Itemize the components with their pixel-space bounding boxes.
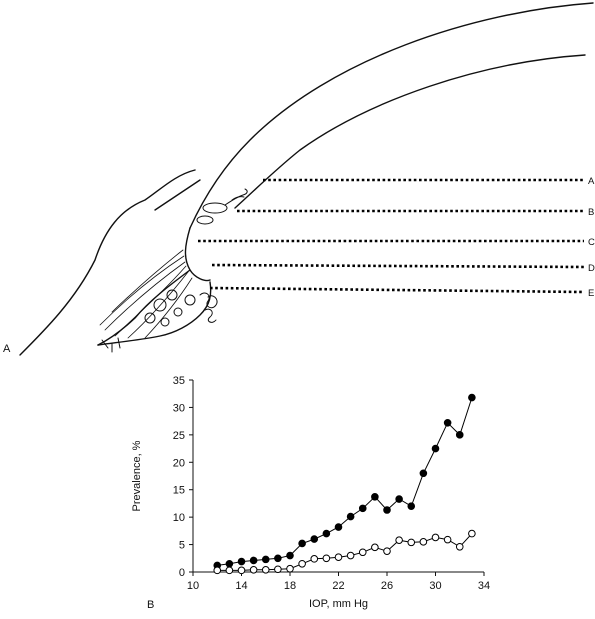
prevalence-chart: 10 14 18 22 26 30 34 0 5 10 15 20 25 30 35 IOP, mm Hg… <box>131 375 490 610</box>
data-point-open <box>274 565 282 574</box>
x-tick-label: 22 <box>332 580 344 592</box>
line-label-d: D <box>588 263 595 274</box>
x-axis-title: IOP, mm Hg <box>309 598 368 610</box>
data-point-open <box>468 529 476 538</box>
data-point-open <box>455 542 464 551</box>
data-point-open <box>322 554 331 563</box>
series-points <box>213 393 476 575</box>
interior-line <box>154 179 201 211</box>
data-point-filled <box>443 418 452 427</box>
data-point-open <box>261 566 270 574</box>
dotted-line-e <box>209 286 585 294</box>
line-labels: A B C D E <box>588 176 595 299</box>
data-point-open <box>358 548 367 557</box>
data-point-filled <box>261 555 270 564</box>
data-point-filled <box>249 556 258 565</box>
muscle-fibres <box>99 249 193 339</box>
ciliary-base <box>97 281 212 346</box>
data-point-filled <box>358 504 367 513</box>
x-tick-label: 10 <box>187 580 199 592</box>
data-point-open <box>237 566 246 575</box>
data-point-open <box>419 538 428 546</box>
anatomy-drawing <box>19 2 594 356</box>
chart-axes <box>192 380 484 573</box>
data-point-open <box>395 536 403 544</box>
ciliary-processes <box>144 289 218 327</box>
series-line-filled <box>217 397 473 566</box>
dotted-line-d <box>211 263 585 269</box>
line-label-b: B <box>588 207 594 218</box>
x-tick-label: 30 <box>429 580 441 592</box>
data-point-filled <box>346 512 355 521</box>
data-point-open <box>334 553 343 561</box>
y-tick-label: 5 <box>179 540 185 552</box>
data-point-filled <box>383 506 391 514</box>
x-axis-ticks: 10 14 18 22 26 30 34 <box>187 572 490 592</box>
iris-edge <box>19 169 196 356</box>
data-point-filled <box>334 523 343 531</box>
ciliary-outline <box>97 269 191 346</box>
data-point-filled <box>371 493 379 501</box>
series-lines <box>217 397 473 571</box>
panel-a-label: A <box>3 343 11 355</box>
data-point-filled <box>225 559 234 568</box>
data-point-filled <box>419 469 428 478</box>
line-label-e: E <box>588 288 594 299</box>
data-point-filled <box>322 529 331 538</box>
data-point-filled <box>237 557 246 566</box>
reference-lines <box>198 178 585 294</box>
data-point-filled <box>395 495 403 503</box>
data-point-open <box>443 535 452 544</box>
y-tick-label: 0 <box>179 567 185 579</box>
x-tick-label: 14 <box>235 580 247 592</box>
y-tick-label: 10 <box>173 512 185 524</box>
data-point-open <box>225 566 234 575</box>
angle-recess <box>184 227 211 282</box>
data-point-filled <box>286 551 294 560</box>
data-point-filled <box>468 393 476 402</box>
x-tick-label: 18 <box>284 580 296 592</box>
y-tick-label: 30 <box>173 402 185 414</box>
data-point-filled <box>310 535 319 543</box>
data-point-filled <box>455 431 464 439</box>
y-tick-label: 20 <box>173 457 185 469</box>
y-axis-title: Prevalence, % <box>131 440 143 511</box>
inner-surface-curve <box>234 54 586 209</box>
y-tick-label: 35 <box>173 375 185 387</box>
trabecular-meshwork <box>196 188 248 225</box>
data-point-filled <box>407 502 416 510</box>
data-point-open <box>431 533 440 542</box>
data-point-filled <box>431 444 440 453</box>
x-tick-label: 34 <box>478 580 490 592</box>
data-point-open <box>371 543 379 552</box>
x-tick-label: 26 <box>381 580 393 592</box>
data-point-open <box>310 555 319 563</box>
data-point-filled <box>298 539 306 548</box>
data-point-open <box>286 564 294 573</box>
data-point-open <box>298 559 306 568</box>
data-point-filled <box>274 554 282 563</box>
base-ticks <box>101 337 121 353</box>
data-point-open <box>249 566 258 574</box>
y-axis-ticks: 0 5 10 15 20 25 30 35 <box>173 375 193 579</box>
line-label-a: A <box>588 176 595 187</box>
panel-b-label: B <box>147 599 154 611</box>
y-tick-label: 15 <box>173 485 185 497</box>
outer-surface-curve <box>189 2 594 229</box>
data-point-open <box>407 538 416 547</box>
series-line-open <box>217 533 473 571</box>
data-point-open <box>346 551 355 560</box>
line-label-c: C <box>588 237 595 248</box>
data-point-open <box>383 547 391 555</box>
y-tick-label: 25 <box>173 430 185 442</box>
data-point-open <box>213 566 222 575</box>
